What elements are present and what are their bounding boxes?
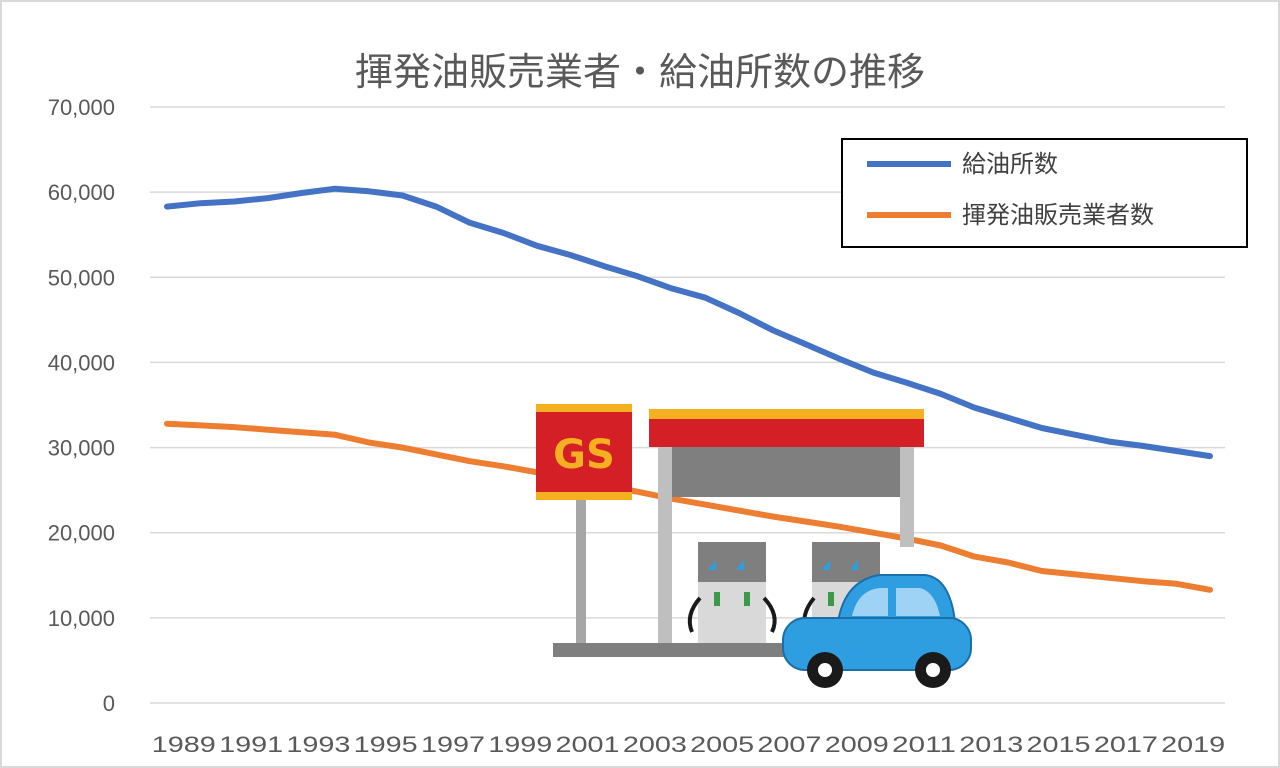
y-tick-label: 40,000 <box>48 350 115 375</box>
legend: 給油所数 揮発油販売業者数 <box>841 138 1248 248</box>
ground-slab <box>553 643 798 657</box>
y-tick-label: 10,000 <box>48 606 115 631</box>
series-lines <box>164 185 1213 593</box>
x-tick-label: 2015 <box>1027 732 1091 757</box>
chart-title: 揮発油販売業者・給油所数の推移 <box>355 50 925 94</box>
legend-box <box>841 138 1248 248</box>
station-canopy <box>649 409 924 643</box>
gas-station-illustration: GS <box>536 404 972 688</box>
y-tick-label: 60,000 <box>48 180 115 205</box>
x-tick-label: 1999 <box>488 732 552 757</box>
series-line-0 <box>164 185 1213 460</box>
x-tick-label: 1995 <box>354 732 418 757</box>
x-tick-label: 2007 <box>757 732 821 757</box>
x-tick-label: 2003 <box>623 732 687 757</box>
series-line-1 <box>164 420 1213 593</box>
x-tick-label: 2001 <box>556 732 620 757</box>
y-tick-label: 30,000 <box>48 436 115 461</box>
legend-label-0: 給油所数 <box>962 150 1058 178</box>
fuel-pump-left <box>687 542 777 643</box>
legend-label-1: 揮発油販売業者数 <box>962 201 1154 229</box>
x-tick-label: 2009 <box>825 732 889 757</box>
x-axis-ticks: 1989 1991 1993 1995 1997 1999 2001 2003 2005 2007… <box>152 732 1225 757</box>
y-tick-label: 50,000 <box>48 265 115 290</box>
x-tick-label: 1989 <box>152 732 216 757</box>
y-axis-ticks: 0 10,000 20,000 30,000 40,000 50,000 60,000 70,… <box>48 95 115 716</box>
sign-pole <box>576 495 586 643</box>
y-tick-label: 20,000 <box>48 521 115 546</box>
x-tick-label: 2005 <box>690 732 754 757</box>
x-tick-label: 1997 <box>421 732 485 757</box>
y-tick-label: 0 <box>103 691 115 716</box>
x-tick-label: 1993 <box>286 732 350 757</box>
x-tick-label: 1991 <box>219 732 283 757</box>
x-tick-label: 2017 <box>1094 732 1158 757</box>
car <box>782 574 972 688</box>
x-tick-label: 2013 <box>959 732 1023 757</box>
x-tick-label: 2019 <box>1161 732 1225 757</box>
gs-sign-text: GS <box>553 432 615 478</box>
y-tick-label: 70,000 <box>48 95 115 120</box>
gs-sign: GS <box>536 404 632 500</box>
x-tick-label: 2011 <box>892 732 956 757</box>
